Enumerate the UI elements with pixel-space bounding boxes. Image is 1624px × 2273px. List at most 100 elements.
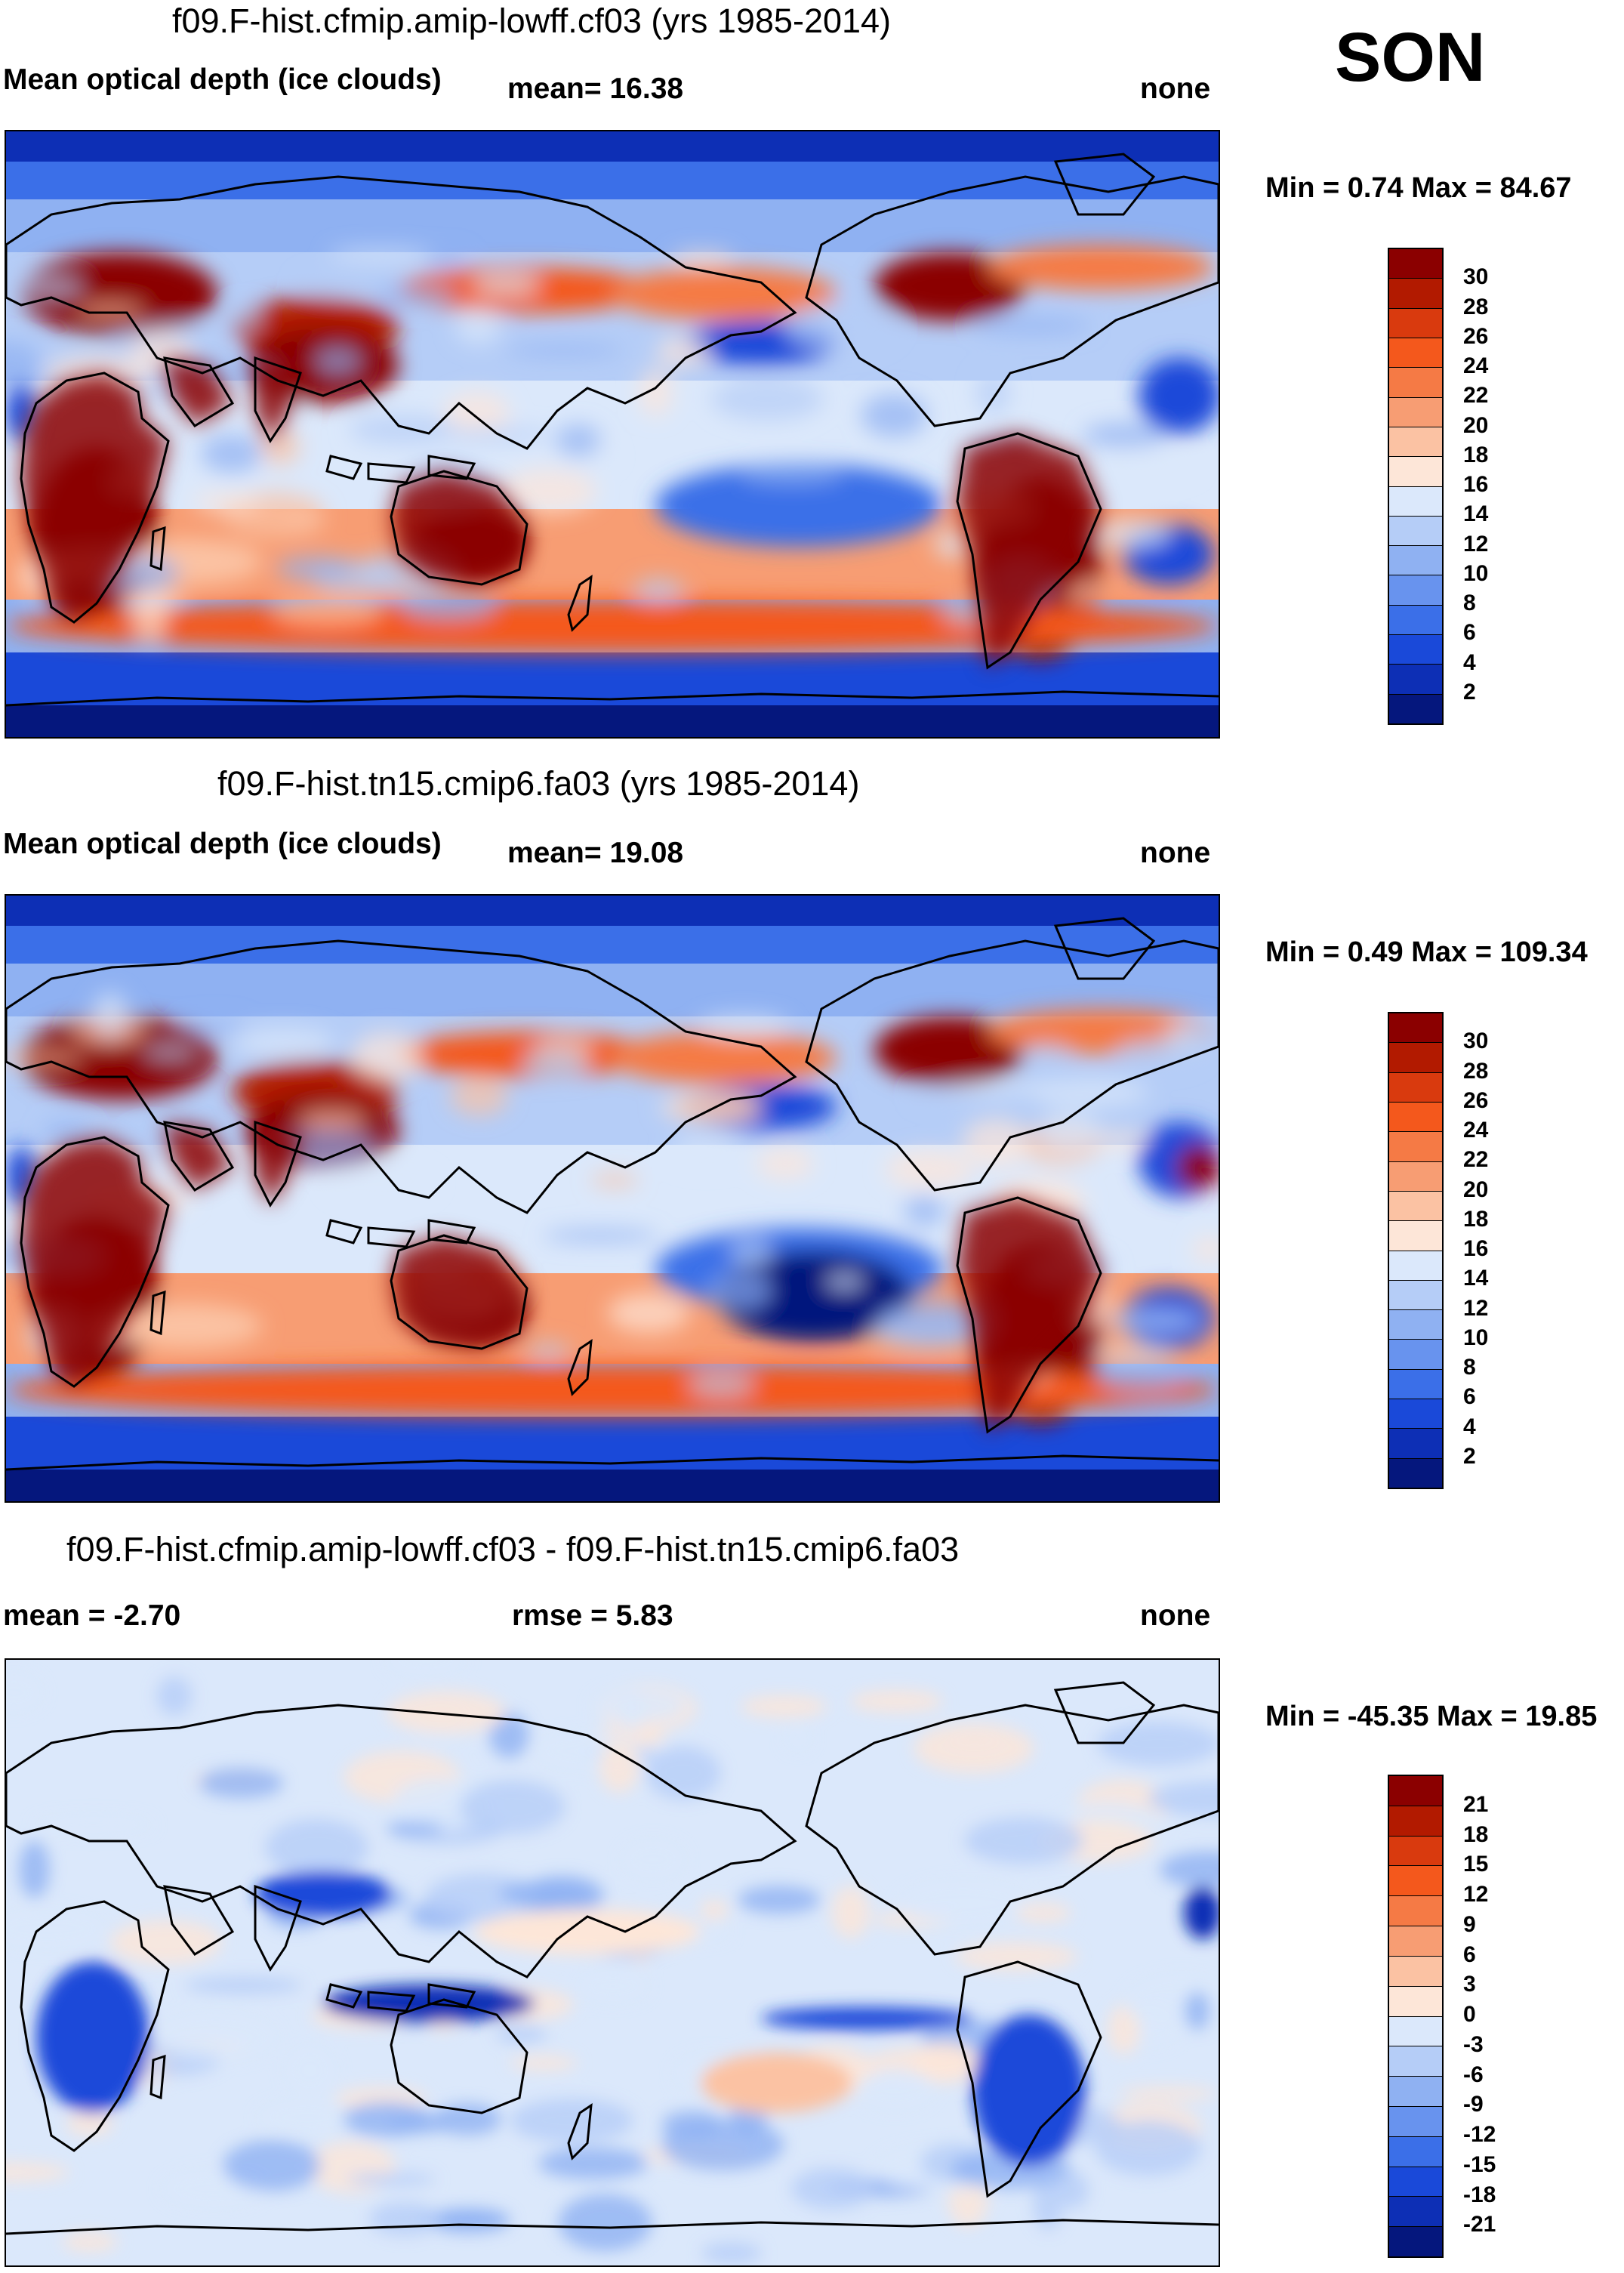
colorbar-tick-label: 14: [1463, 1266, 1489, 1291]
colorbar-tick-label: -6: [1463, 2062, 1484, 2087]
mean-label: mean= 19.08: [507, 837, 684, 869]
colorbar-tick-label: 22: [1463, 383, 1489, 409]
colorbar-swatch: [1389, 1806, 1442, 1837]
colorbar-swatch: [1389, 1896, 1442, 1927]
colorbar-tick-label: 12: [1463, 1882, 1489, 1907]
colorbar-swatch: [1389, 427, 1442, 458]
colorbar-swatch: [1389, 1399, 1442, 1429]
colorbar-tick-label: 22: [1463, 1147, 1489, 1173]
colorbar-swatch: [1389, 308, 1442, 338]
units-label: none: [1140, 837, 1211, 869]
mean-label: mean = -2.70: [3, 1599, 181, 1632]
colorbar-swatch: [1389, 1221, 1442, 1251]
colorbar-tick-label: -9: [1463, 2092, 1484, 2117]
colorbar-swatch: [1389, 694, 1442, 723]
colorbar-tick-label: -12: [1463, 2122, 1496, 2147]
coastlines: [6, 1681, 1219, 2235]
colorbar-tick-label: 4: [1463, 1414, 1476, 1439]
min-max-label: Min = -45.35 Max = 19.85: [1265, 1701, 1598, 1732]
colorbar-swatch: [1389, 1956, 1442, 1987]
colorbar-swatch: [1389, 2106, 1442, 2137]
colorbar-tick-label: -3: [1463, 2031, 1484, 2057]
variable-label: Mean optical depth (ice clouds): [3, 63, 442, 96]
colorbar-tick-label: 2: [1463, 679, 1476, 705]
colorbar-swatch: [1389, 1836, 1442, 1867]
colorbar-tick-label: 0: [1463, 2002, 1476, 2027]
panel-title: f09.F-hist.cfmip.amip-lowff.cf03 (yrs 19…: [172, 2, 892, 40]
colorbar-tick-label: 20: [1463, 1177, 1489, 1202]
colorbar-swatch: [1389, 368, 1442, 398]
colorbar-tick-label: 12: [1463, 531, 1489, 557]
colorbar-tick-label: -18: [1463, 2182, 1496, 2207]
colorbar-swatch: [1389, 1251, 1442, 1281]
colorbar: [1388, 1012, 1444, 1489]
colorbar-tick-label: 6: [1463, 620, 1476, 646]
colorbar-tick-label: 10: [1463, 1325, 1489, 1350]
colorbar-swatch: [1389, 1191, 1442, 1222]
colorbar-swatch: [1389, 1458, 1442, 1488]
colorbar-tick-label: 24: [1463, 353, 1489, 378]
min-max-label: Min = 0.74 Max = 84.67: [1265, 172, 1572, 204]
colorbar-tick-label: 24: [1463, 1118, 1489, 1143]
colorbar-swatch: [1389, 605, 1442, 636]
colorbar-tick-label: 16: [1463, 1236, 1489, 1261]
colorbar-swatch: [1389, 397, 1442, 427]
colorbar-labels: 30 28 26 24 22 20 18 16 14 12 10 8 6 4 2: [1463, 1012, 1524, 1489]
map-panel-bottom: [5, 1658, 1220, 2267]
colorbar-swatch: [1389, 1986, 1442, 2017]
colorbar-tick-label: 8: [1463, 1355, 1476, 1380]
rmse-label: rmse = 5.83: [512, 1599, 673, 1632]
colorbar-swatch: [1389, 1369, 1442, 1400]
colorbar-tick-label: -15: [1463, 2151, 1496, 2177]
colorbar-swatch: [1389, 1310, 1442, 1340]
colorbar-swatch: [1389, 249, 1442, 279]
colorbar-swatch: [1389, 2227, 1442, 2256]
colorbar-swatch: [1389, 1072, 1442, 1103]
min-max-label: Min = 0.49 Max = 109.34: [1265, 936, 1588, 968]
season-label: SON: [1335, 19, 1486, 96]
colorbar-swatch: [1389, 1926, 1442, 1957]
colorbar-tick-label: 8: [1463, 591, 1476, 615]
colorbar-swatch: [1389, 1102, 1442, 1133]
colorbar-swatch: [1389, 2046, 1442, 2077]
panel-title: f09.F-hist.tn15.cmip6.fa03 (yrs 1985-201…: [217, 764, 860, 803]
map-panel-top: [5, 130, 1220, 739]
colorbar-swatch: [1389, 338, 1442, 369]
colorbar-swatch: [1389, 2167, 1442, 2197]
colorbar-tick-label: 3: [1463, 1972, 1476, 1997]
colorbar-tick-label: 10: [1463, 560, 1489, 586]
colorbar-tick-label: 6: [1463, 1941, 1476, 1967]
colorbar-swatch: [1389, 486, 1442, 517]
colorbar-swatch: [1389, 2016, 1442, 2047]
coastlines: [6, 917, 1219, 1471]
colorbar-tick-label: 18: [1463, 1206, 1489, 1232]
colorbar-swatch: [1389, 457, 1442, 487]
colorbar-tick-label: 4: [1463, 649, 1476, 675]
colorbar-swatch: [1389, 1866, 1442, 1897]
colorbar-tick-label: 28: [1463, 294, 1489, 319]
panel-title: f09.F-hist.cfmip.amip-lowff.cf03 - f09.F…: [66, 1530, 960, 1568]
colorbar-tick-label: 18: [1463, 1821, 1489, 1847]
colorbar-swatch: [1389, 1043, 1442, 1073]
colorbar-tick-label: 6: [1463, 1384, 1476, 1410]
colorbar-swatch: [1389, 279, 1442, 309]
colorbar-tick-label: 26: [1463, 1087, 1489, 1113]
colorbar-tick-label: 2: [1463, 1443, 1476, 1469]
colorbar-tick-label: 26: [1463, 323, 1489, 349]
colorbar-swatch: [1389, 1776, 1442, 1806]
colorbar-swatch: [1389, 2136, 1442, 2167]
colorbar-swatch: [1389, 2197, 1442, 2228]
colorbar-labels: 21 18 15 12 9 6 3 0 -3 -6 -9 -12 -15 -18 -21: [1463, 1775, 1524, 2258]
colorbar-tick-label: 12: [1463, 1295, 1489, 1321]
map-panel-middle: [5, 894, 1220, 1503]
mean-label: mean= 16.38: [507, 72, 684, 105]
colorbar-swatch: [1389, 665, 1442, 695]
colorbar-tick-label: 30: [1463, 1029, 1489, 1054]
map-field: [6, 1660, 1219, 2265]
colorbar-labels: 30 28 26 24 22 20 18 16 14 12 10 8 6 4 2: [1463, 248, 1524, 725]
colorbar: [1388, 248, 1444, 725]
colorbar-tick-label: 28: [1463, 1058, 1489, 1084]
colorbar-tick-label: 16: [1463, 472, 1489, 497]
colorbar-swatch: [1389, 2077, 1442, 2107]
colorbar-tick-label: 20: [1463, 412, 1489, 438]
